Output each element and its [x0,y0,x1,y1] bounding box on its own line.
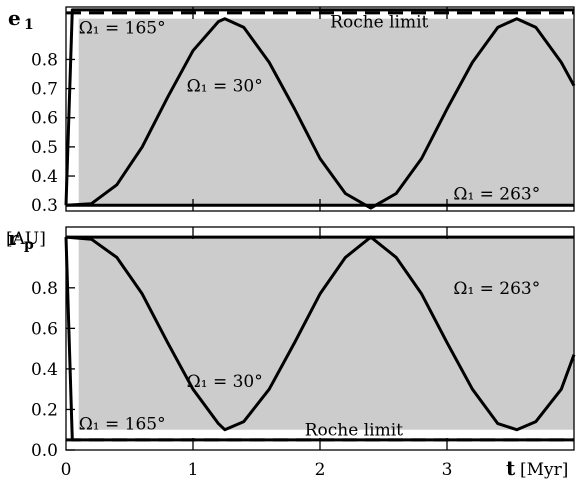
series-label: Ω₁ = 165° [79,18,166,38]
series-label: Ω₁ = 263° [453,185,540,205]
top-panel: Roche limit Ω₁ = 165° Ω₁ = 30° Ω₁ = 263° 0.3… [8,6,576,216]
roche-limit-label: Roche limit [305,421,403,441]
x-tick-label: 3 [442,460,453,480]
y-tick-label: 0.7 [31,80,58,100]
shaded-band [78,18,574,206]
series-label: Ω₁ = 165° [79,415,166,435]
series-line [65,17,576,210]
x-tick-label: 2 [315,460,326,480]
x-axis-label: t [506,456,516,480]
y-tick-label: 0.4 [31,167,58,187]
series-label: Ω₁ = 30° [187,372,263,392]
y-tick-label: 0.6 [31,319,58,339]
x-tick-label: 1 [188,460,199,480]
y-tick-label: 0.3 [31,196,58,216]
y-axis-label: r [8,226,19,250]
y-tick-label: 0.4 [31,360,58,380]
y-tick-label: 0.5 [31,138,58,158]
y-tick-label: 0.8 [31,50,58,70]
y-axis-label-subscript: 1 [24,17,34,33]
roche-limit-label: Roche limit [330,13,428,33]
x-tick-label: 0 [61,460,72,480]
series-line [64,8,574,206]
y-tick-label: 0.8 [31,279,58,299]
y-axis-unit: [AU] [6,229,46,249]
series-label: Ω₁ = 263° [453,279,540,299]
series-line [64,237,574,442]
series-label: Ω₁ = 30° [187,77,263,97]
x-axis-unit: [Myr] [520,460,568,480]
series-line [65,235,576,432]
y-tick-label: 0.2 [31,400,58,420]
y-axis-label-subscript: p [24,237,34,253]
y-tick-label: 0.6 [31,109,58,129]
y-tick-label: 0.0 [31,441,58,461]
shaded-band [78,237,574,430]
bottom-panel: Roche limit Ω₁ = 165° Ω₁ = 30° Ω₁ = 263° 0.0… [6,226,576,480]
y-axis-label: e [8,6,21,30]
